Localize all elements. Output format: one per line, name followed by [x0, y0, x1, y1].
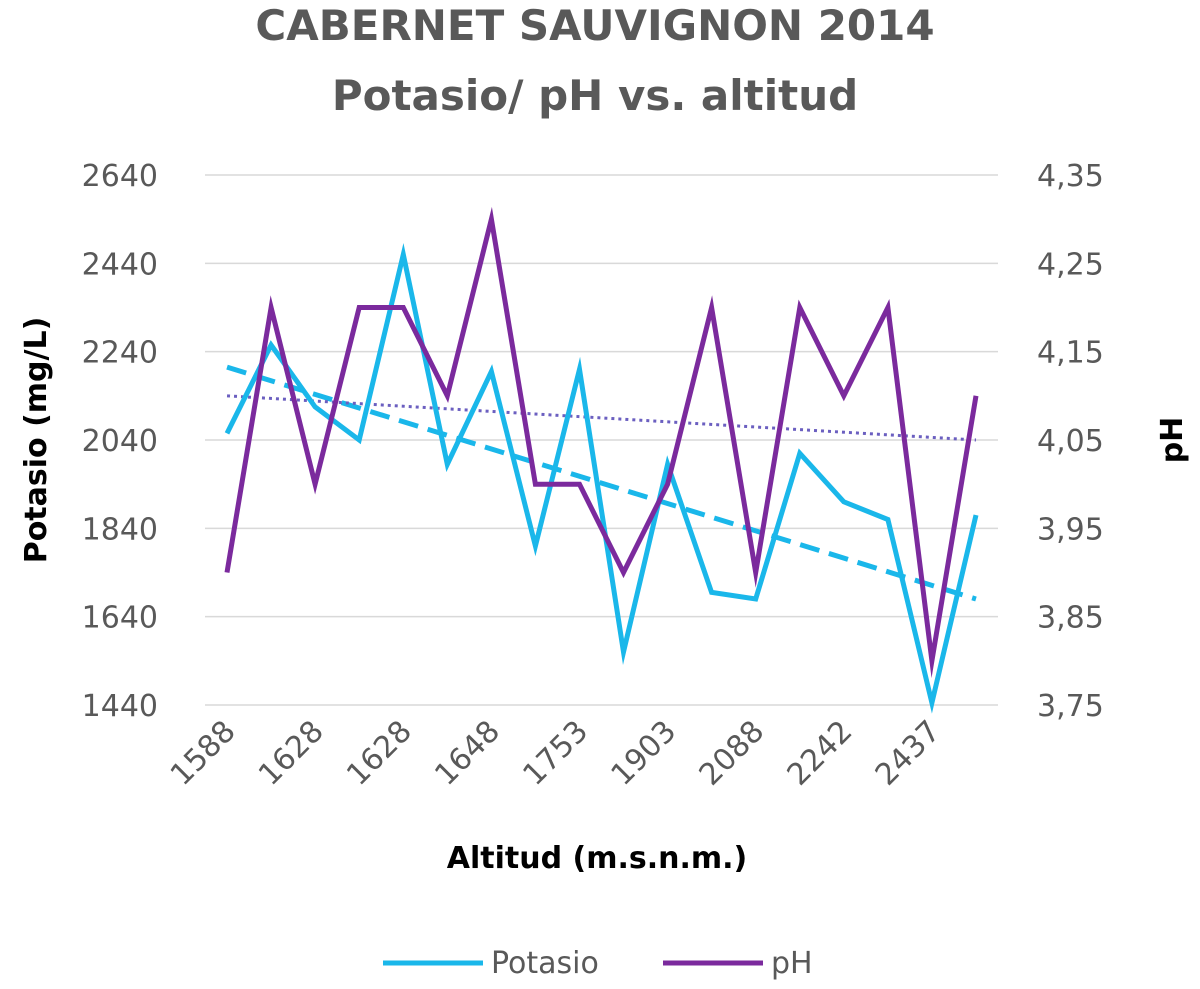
y-tick-label: 2440: [82, 247, 158, 282]
y-axis-ticks: 2640 2440 2240 2040 1840 1640 1440: [82, 159, 158, 724]
trendline-ph: [226, 394, 977, 442]
chart-subtitle: Potasio/ pH vs. altitud: [332, 71, 858, 120]
y2-tick-label: 4,35: [1037, 159, 1104, 194]
x-axis-title: Altitud (m.s.n.m.): [447, 841, 747, 876]
y-tick-label: 1640: [82, 601, 158, 636]
legend: Potasio pH: [383, 946, 813, 981]
y-tick-label: 1840: [82, 512, 158, 547]
y-tick-label: 2640: [82, 159, 158, 194]
x-tick-label: 1588: [164, 714, 243, 793]
series-line-potasio: [224, 243, 979, 714]
trendline-potasio: [226, 364, 977, 602]
chart-title: CABERNET SAUVIGNON 2014: [255, 1, 934, 50]
y2-axis-ticks: 4,35 4,25 4,15 4,05 3,95 3,85 3,75: [1037, 159, 1104, 724]
legend-label-ph: pH: [771, 946, 813, 981]
x-tick-label: 1628: [340, 714, 419, 793]
x-tick-label: 1903: [604, 714, 683, 793]
legend-label-potasio: Potasio: [491, 946, 599, 981]
trendlines: [226, 364, 977, 602]
y2-tick-label: 4,15: [1037, 336, 1104, 371]
series-line-ph: [224, 206, 979, 679]
y-tick-label: 2040: [82, 424, 158, 459]
y2-tick-label: 3,85: [1037, 601, 1104, 636]
x-tick-label: 2088: [693, 714, 772, 793]
x-axis-ticks: 1588 1628 1628 1648 1753 1903 2088 2242 2437: [164, 714, 948, 793]
x-tick-label: 2242: [781, 714, 860, 793]
x-tick-label: 1648: [428, 714, 507, 793]
y-axis-title: Potasio (mg/L): [19, 317, 54, 564]
x-tick-label: 1628: [252, 714, 331, 793]
y-tick-label: 1440: [82, 689, 158, 724]
x-tick-label: 2437: [869, 714, 948, 793]
y2-tick-label: 3,75: [1037, 689, 1104, 724]
y2-axis-title: pH: [1155, 417, 1190, 464]
x-tick-label: 1753: [516, 714, 595, 793]
y-tick-label: 2240: [82, 336, 158, 371]
y2-tick-label: 4,05: [1037, 424, 1104, 459]
series-lines: [224, 206, 979, 714]
y2-tick-label: 3,95: [1037, 512, 1104, 547]
y2-tick-label: 4,25: [1037, 247, 1104, 282]
